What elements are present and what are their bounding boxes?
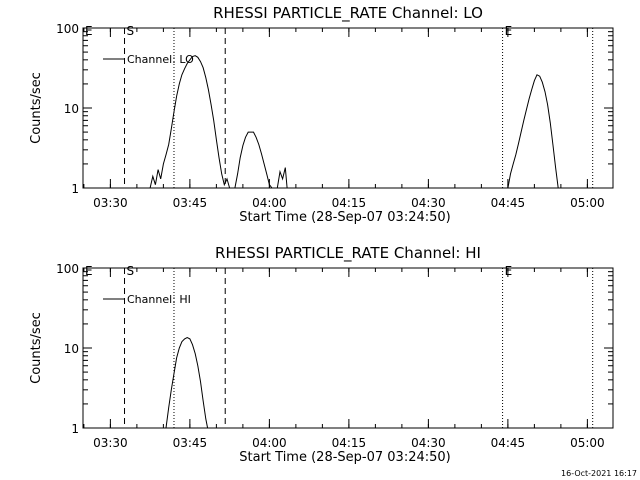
chart1-xaxis-label: Start Time (28-Sep-07 03:24:50) [239,210,450,225]
chart1-xtick-label: 04:15 [332,196,367,210]
chart2-ytick-label: 1 [71,422,79,436]
chart2-xtick-label: 04:15 [332,436,367,450]
chart1-series-line [507,74,559,189]
chart1-xtick-label: 05:00 [570,196,605,210]
chart1-series-line [149,55,231,189]
chart2-xtick-label: 04:45 [491,436,526,450]
chart1-marker-label: E [505,24,513,38]
chart2-series-line [165,337,209,429]
chart2-marker-label: E [505,264,513,278]
chart1-plot-frame [82,27,614,189]
chart2-title: RHESSI PARTICLE_RATE Channel: HI [215,244,481,263]
chart1-series-line [276,167,288,189]
chart1-yaxis-label: Counts/sec [29,72,44,144]
render-timestamp: 16-Oct-2021 16:17 [561,469,637,478]
chart1-xtick-label: 04:00 [252,196,287,210]
chart2-ytick-label: 10 [64,342,79,356]
chart2-ytick-label: 100 [56,262,79,276]
chart2-legend-entry: Channel: HI [127,293,191,306]
chart1-marker-label: E [85,24,93,38]
chart2-xtick-label: 03:45 [173,436,208,450]
chart1-xtick-label: 04:45 [491,196,526,210]
chart1-ytick-label: 100 [56,22,79,36]
chart1-ytick-label: 10 [64,102,79,116]
chart1-ytick-label: 1 [71,182,79,196]
chart2-xaxis-label: Start Time (28-Sep-07 03:24:50) [239,450,450,465]
chart1-xtick-label: 04:30 [411,196,446,210]
chart2-xtick-label: 04:00 [252,436,287,450]
chart2-plot-frame [82,267,614,429]
chart2-panel: RHESSI PARTICLE_RATE Channel: HI 1 10 100 03… [29,244,614,465]
chart2-yaxis-label: Counts/sec [29,312,44,384]
chart1-xtick-label: 03:30 [93,196,128,210]
chart1-legend-entry: Channel: LO [127,53,194,66]
chart1-title: RHESSI PARTICLE_RATE Channel: LO [213,4,483,23]
chart1-panel: RHESSI PARTICLE_RATE Channel: LO 1 10 100 03… [29,4,614,225]
chart2-xtick-label: 03:30 [93,436,128,450]
chart2-marker-label: E [85,264,93,278]
chart2-xtick-label: 04:30 [411,436,446,450]
chart1-xtick-label: 03:45 [173,196,208,210]
chart2-marker-label: S [127,264,135,278]
chart1-marker-label: S [127,24,135,38]
chart1-series-line [234,131,273,189]
chart2-xtick-label: 05:00 [570,436,605,450]
